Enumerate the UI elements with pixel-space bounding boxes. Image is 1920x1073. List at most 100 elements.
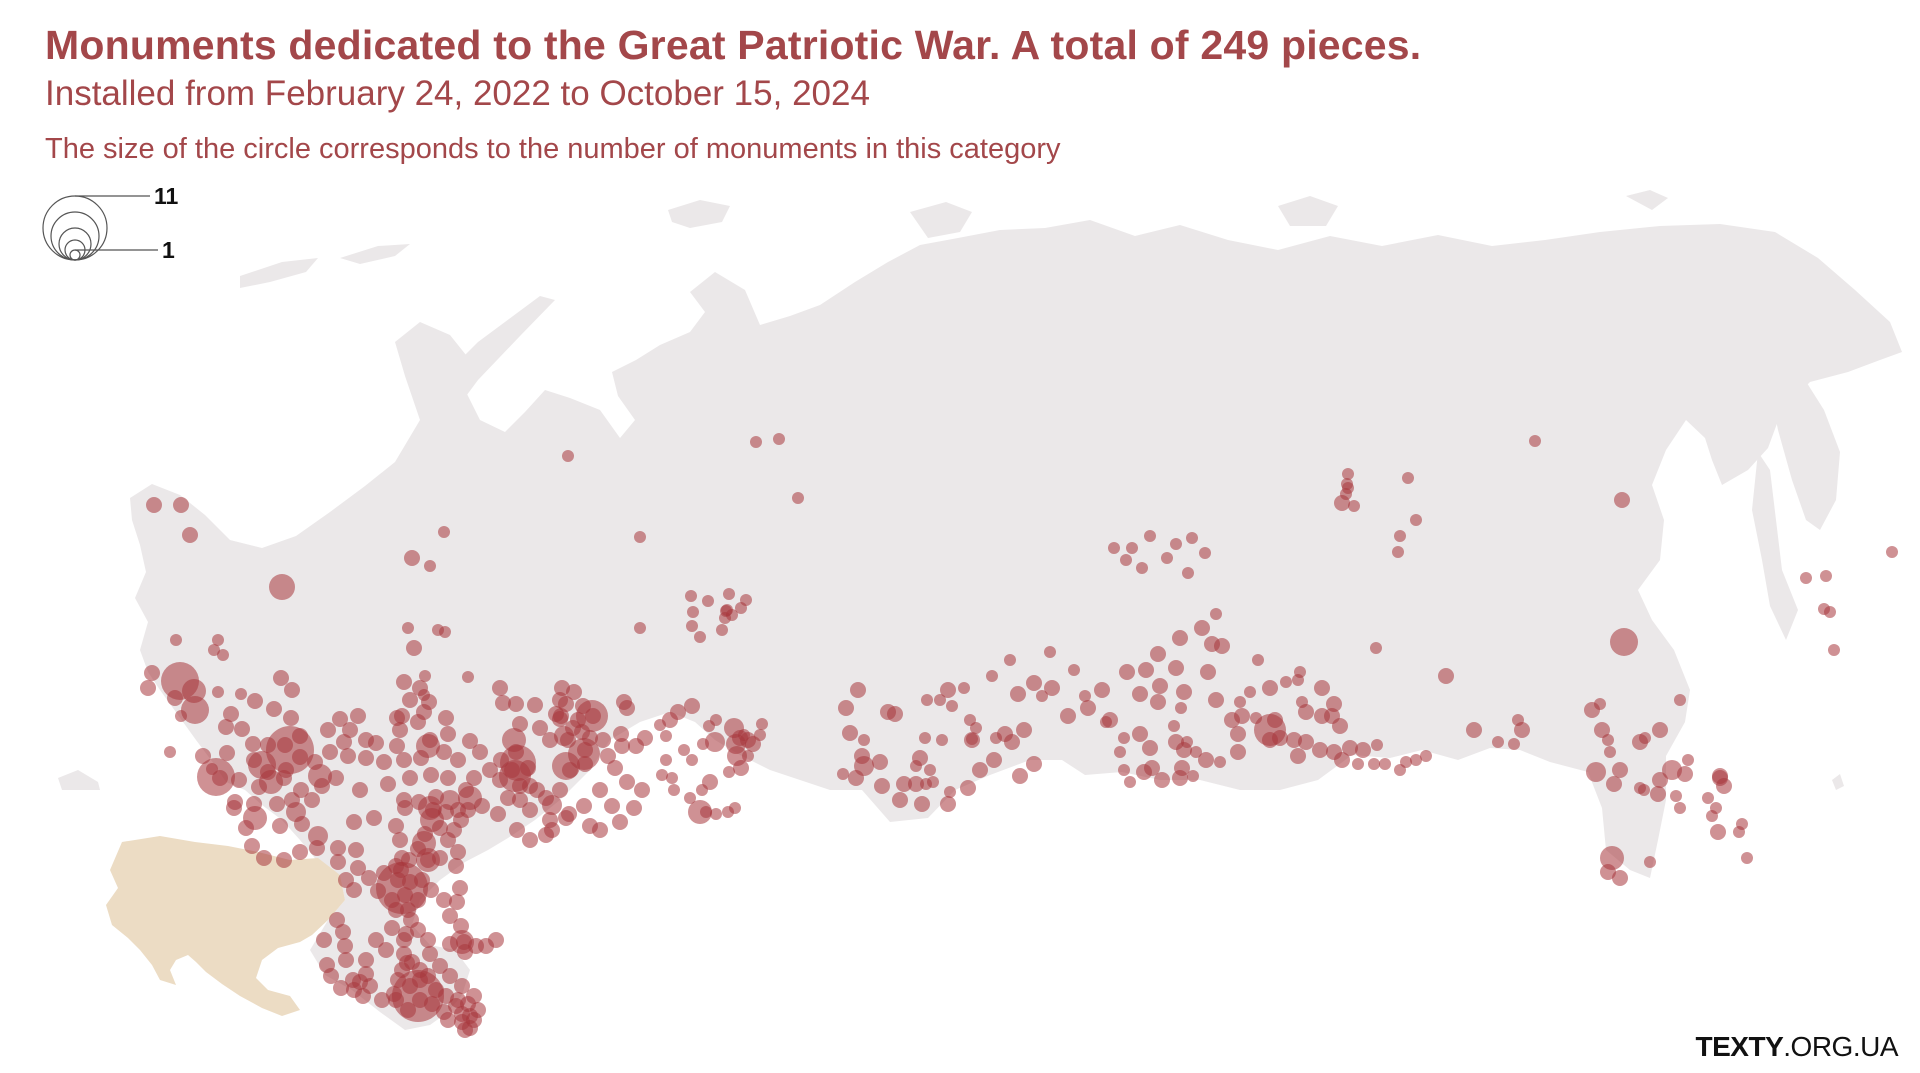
monument-marker [710, 714, 722, 726]
monument-marker [273, 670, 289, 686]
monument-marker [323, 968, 339, 984]
monument-marker [330, 840, 346, 856]
ukraine-landmass [106, 836, 345, 1016]
monument-marker [1298, 704, 1314, 720]
monument-marker [482, 762, 498, 778]
monument-marker [1670, 790, 1682, 802]
monument-marker [604, 798, 620, 814]
monument-marker [490, 806, 506, 822]
monument-marker [392, 970, 444, 1022]
monument-marker [880, 704, 896, 720]
monument-marker [1262, 680, 1278, 696]
monument-marker [1182, 567, 1194, 579]
monument-marker [710, 808, 722, 820]
monument-marker [292, 844, 308, 860]
monument-marker [1514, 722, 1530, 738]
monument-marker [687, 606, 699, 618]
monument-marker [838, 700, 854, 716]
monument-marker [634, 782, 650, 798]
monument-markers [140, 433, 1898, 1038]
monument-marker [1741, 852, 1753, 864]
monument-marker [181, 696, 209, 724]
monument-marker [266, 726, 314, 774]
monument-marker [592, 782, 608, 798]
monument-marker [1200, 664, 1216, 680]
monument-marker [195, 748, 211, 764]
monument-marker [362, 978, 378, 994]
monument-marker [436, 744, 452, 760]
monument-marker [595, 732, 611, 748]
monument-marker [219, 745, 235, 761]
monument-marker [940, 796, 956, 812]
monument-marker [1252, 654, 1264, 666]
monument-marker [173, 497, 189, 513]
monument-marker [1410, 754, 1422, 766]
monument-marker [418, 689, 430, 701]
monument-marker [197, 758, 235, 796]
franz-josef-land [668, 200, 730, 228]
monument-marker [964, 732, 980, 748]
monument-marker [1733, 826, 1745, 838]
monument-marker [1602, 734, 1614, 746]
monument-marker [936, 734, 948, 746]
monument-marker [368, 735, 384, 751]
monument-marker [1234, 696, 1246, 708]
monument-marker [1800, 572, 1812, 584]
monument-marker [1312, 742, 1328, 758]
monument-marker [1706, 810, 1718, 822]
size-legend-note: The size of the circle corresponds to th… [45, 133, 1061, 165]
monument-marker [554, 680, 570, 696]
monument-marker [449, 894, 465, 910]
monument-marker [446, 822, 462, 838]
monument-marker [438, 710, 454, 726]
monument-marker [492, 680, 508, 696]
monument-marker [919, 732, 931, 744]
monument-marker [1326, 696, 1342, 712]
monument-marker [670, 704, 686, 720]
monument-marker [773, 433, 785, 445]
monument-marker [411, 794, 427, 810]
monument-marker [1368, 758, 1380, 770]
monument-marker [607, 760, 623, 776]
monument-marker [1176, 684, 1192, 700]
credit-brand: TEXTY [1695, 1031, 1784, 1062]
monument-marker [1290, 748, 1306, 764]
monument-marker [1604, 746, 1616, 758]
monument-marker [568, 738, 600, 770]
monument-marker [329, 912, 345, 928]
monument-marker [944, 786, 956, 798]
monument-marker [634, 531, 646, 543]
monument-marker [837, 768, 849, 780]
monument-marker [562, 450, 574, 462]
monument-marker [322, 744, 338, 760]
monument-marker [402, 692, 418, 708]
monument-marker [910, 760, 922, 772]
monument-marker [170, 634, 182, 646]
monument-marker [389, 738, 405, 754]
monument-marker [392, 722, 408, 738]
monument-marker [440, 1012, 456, 1028]
monument-marker [308, 826, 328, 846]
monument-marker [554, 726, 574, 746]
monument-marker [561, 806, 577, 822]
monument-marker [986, 752, 1002, 768]
monument-marker [419, 670, 431, 682]
sakhalin [1752, 452, 1798, 640]
monument-marker [660, 754, 672, 766]
monument-marker [656, 769, 668, 781]
monument-marker [1187, 770, 1199, 782]
monument-marker [613, 726, 629, 742]
monument-marker [256, 850, 272, 866]
monument-marker [1638, 784, 1650, 796]
monument-marker [167, 690, 183, 706]
monument-marker [294, 816, 310, 832]
monument-marker [425, 802, 441, 818]
monument-marker [231, 772, 247, 788]
monument-marker [397, 800, 413, 816]
monument-marker [1208, 692, 1224, 708]
monument-marker [1138, 662, 1154, 678]
monument-marker [226, 800, 242, 816]
monument-marker [527, 697, 543, 713]
monument-marker [234, 721, 250, 737]
monument-marker [330, 854, 346, 870]
